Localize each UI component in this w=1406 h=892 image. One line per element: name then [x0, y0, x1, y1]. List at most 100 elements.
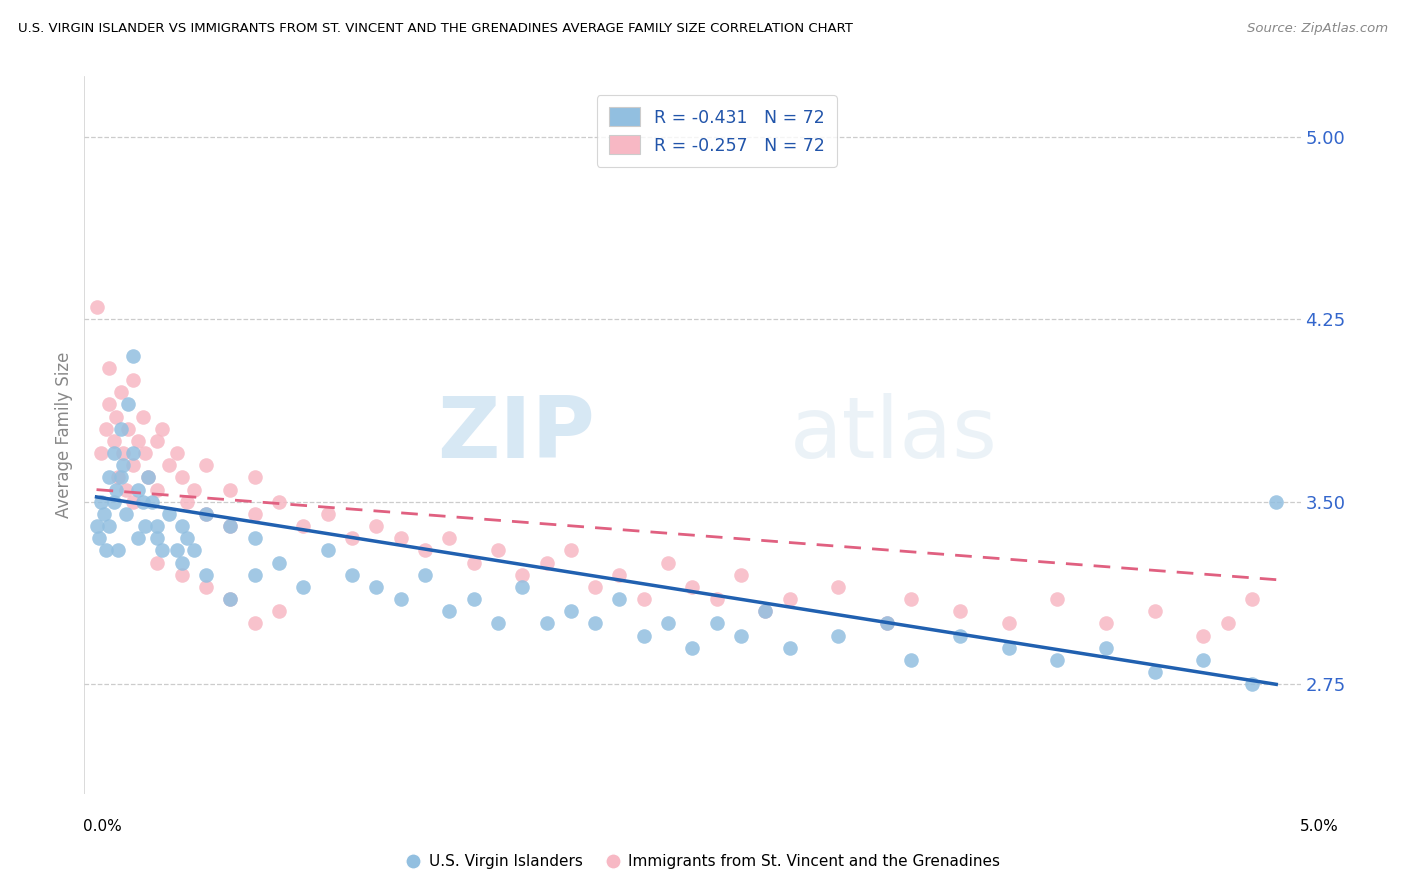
Point [900, 592, 922, 607]
Point [439, 604, 461, 618]
Point [219, 592, 242, 607]
Point [97, 470, 120, 484]
Point [97, 360, 120, 375]
Point [132, 495, 155, 509]
Point [633, 592, 655, 607]
Point [243, 616, 266, 631]
Point [1095, 616, 1118, 631]
Point [267, 495, 290, 509]
Point [463, 556, 485, 570]
Point [730, 567, 752, 582]
Point [97, 397, 120, 411]
Point [146, 531, 169, 545]
Point [949, 629, 972, 643]
Point [122, 495, 145, 509]
Point [166, 446, 188, 460]
Point [243, 567, 266, 582]
Point [1216, 616, 1239, 631]
Point [103, 434, 125, 448]
Point [112, 446, 135, 460]
Point [110, 422, 132, 436]
Point [510, 567, 533, 582]
Point [243, 507, 266, 521]
Point [122, 373, 145, 387]
Point [463, 592, 485, 607]
Legend: R = -0.431   N = 72, R = -0.257   N = 72: R = -0.431 N = 72, R = -0.257 N = 72 [596, 95, 837, 167]
Point [1046, 653, 1069, 667]
Point [682, 580, 704, 594]
Point [997, 640, 1019, 655]
Point [1192, 629, 1215, 643]
Point [103, 495, 125, 509]
Point [90, 446, 112, 460]
Point [779, 592, 801, 607]
Point [657, 556, 679, 570]
Point [170, 556, 193, 570]
Point [316, 507, 339, 521]
Text: 5.0%: 5.0% [1299, 820, 1339, 834]
Point [176, 531, 198, 545]
Point [110, 470, 132, 484]
Point [876, 616, 898, 631]
Point [292, 580, 315, 594]
Point [86, 300, 108, 314]
Point [754, 604, 776, 618]
Point [122, 349, 145, 363]
Point [114, 507, 136, 521]
Text: U.S. VIRGIN ISLANDER VS IMMIGRANTS FROM ST. VINCENT AND THE GRENADINES AVERAGE F: U.S. VIRGIN ISLANDER VS IMMIGRANTS FROM … [18, 22, 853, 36]
Point [366, 580, 388, 594]
Point [1192, 653, 1215, 667]
Point [997, 616, 1019, 631]
Point [170, 567, 193, 582]
Point [127, 483, 149, 497]
Point [90, 495, 112, 509]
Point [170, 470, 193, 484]
Text: Source: ZipAtlas.com: Source: ZipAtlas.com [1247, 22, 1388, 36]
Point [159, 458, 181, 473]
Legend: U.S. Virgin Islanders, Immigrants from St. Vincent and the Grenadines: U.S. Virgin Islanders, Immigrants from S… [399, 848, 1007, 875]
Point [876, 616, 898, 631]
Text: atlas: atlas [790, 393, 998, 476]
Point [107, 470, 129, 484]
Point [900, 653, 922, 667]
Point [1265, 495, 1288, 509]
Point [827, 580, 849, 594]
Point [389, 531, 412, 545]
Point [340, 531, 363, 545]
Point [183, 483, 205, 497]
Point [219, 519, 242, 533]
Point [86, 519, 108, 533]
Point [107, 543, 129, 558]
Point [949, 604, 972, 618]
Point [136, 470, 159, 484]
Point [183, 543, 205, 558]
Point [87, 531, 110, 545]
Point [104, 409, 127, 424]
Point [243, 470, 266, 484]
Point [536, 616, 558, 631]
Point [114, 483, 136, 497]
Point [159, 507, 181, 521]
Point [112, 458, 135, 473]
Point [340, 567, 363, 582]
Point [194, 458, 218, 473]
Point [560, 604, 582, 618]
Point [827, 629, 849, 643]
Point [609, 567, 631, 582]
Point [103, 446, 125, 460]
Point [510, 580, 533, 594]
Point [706, 616, 728, 631]
Point [682, 640, 704, 655]
Point [194, 507, 218, 521]
Point [316, 543, 339, 558]
Point [1240, 592, 1263, 607]
Point [166, 543, 188, 558]
Point [194, 580, 218, 594]
Point [439, 531, 461, 545]
Y-axis label: Average Family Size: Average Family Size [55, 351, 73, 518]
Point [117, 397, 139, 411]
Point [122, 446, 145, 460]
Point [117, 422, 139, 436]
Point [194, 507, 218, 521]
Point [194, 567, 218, 582]
